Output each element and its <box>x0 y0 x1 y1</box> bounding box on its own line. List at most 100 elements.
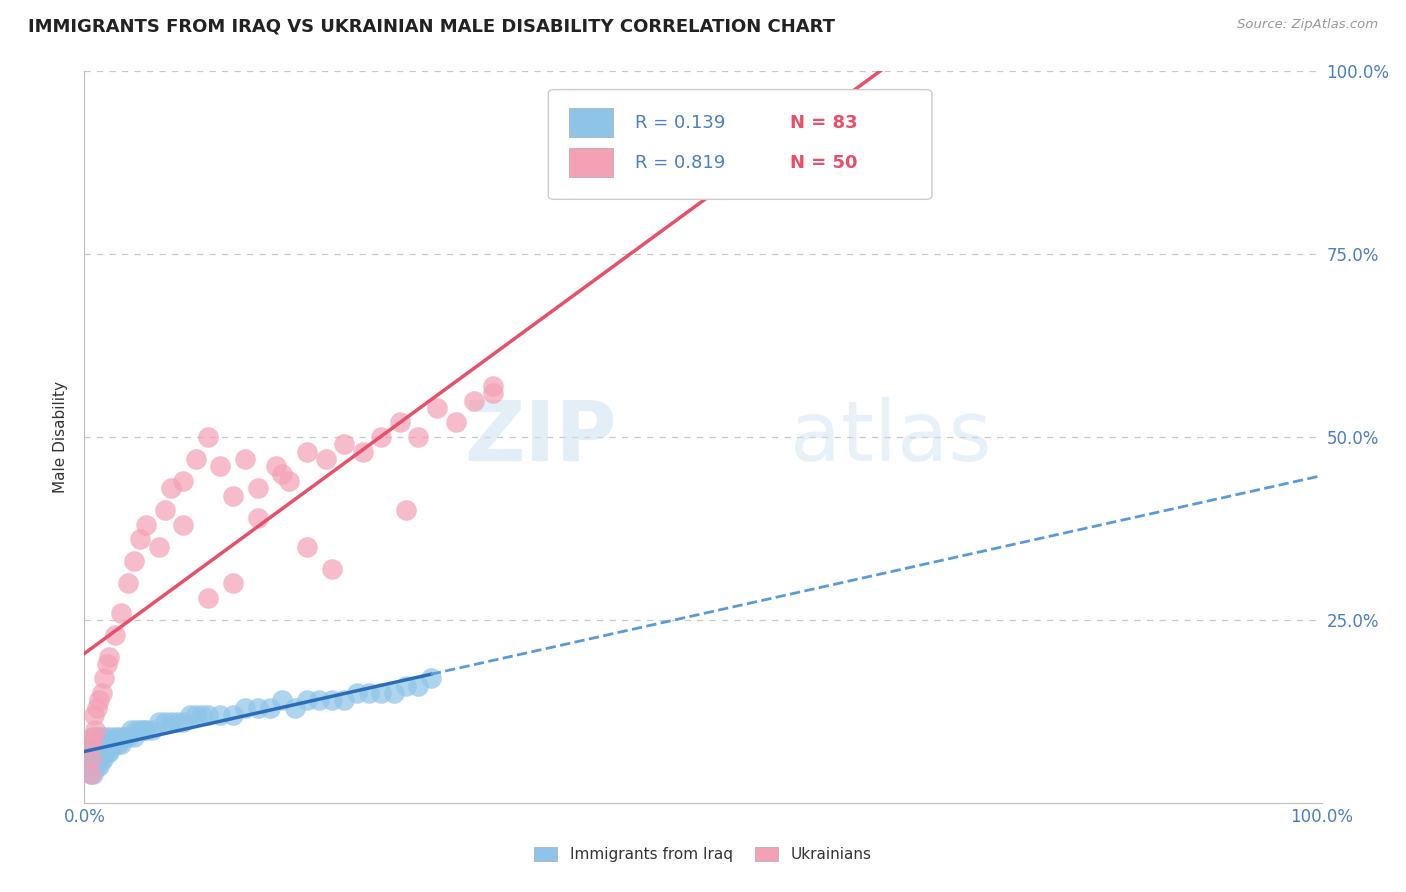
Point <box>321 562 343 576</box>
Point <box>98 745 121 759</box>
Point <box>100 737 122 751</box>
Point <box>259 700 281 714</box>
Text: R = 0.819: R = 0.819 <box>636 153 725 172</box>
Point <box>79 766 101 780</box>
Point <box>86 737 108 751</box>
Point <box>197 591 219 605</box>
Point <box>96 737 118 751</box>
Point <box>82 752 104 766</box>
Point <box>82 745 104 759</box>
Point <box>89 759 111 773</box>
Point <box>83 752 105 766</box>
Point <box>90 752 112 766</box>
Point <box>89 737 111 751</box>
Bar <box>569 148 613 178</box>
Point <box>79 745 101 759</box>
Point <box>160 481 183 495</box>
Point <box>79 745 101 759</box>
Point <box>93 745 115 759</box>
Point <box>79 766 101 780</box>
Point <box>284 700 307 714</box>
Y-axis label: Male Disability: Male Disability <box>53 381 69 493</box>
Point <box>79 759 101 773</box>
Point <box>83 708 105 723</box>
Point <box>148 540 170 554</box>
Point <box>94 745 117 759</box>
Point <box>172 517 194 532</box>
Point <box>82 745 104 759</box>
Point <box>295 540 318 554</box>
Point <box>209 459 232 474</box>
Point <box>233 452 256 467</box>
Point <box>426 401 449 415</box>
Point <box>135 517 157 532</box>
Point <box>125 723 148 737</box>
Point <box>89 730 111 744</box>
Point <box>419 672 441 686</box>
Point <box>346 686 368 700</box>
Point <box>160 715 183 730</box>
Point <box>444 416 467 430</box>
Text: Source: ZipAtlas.com: Source: ZipAtlas.com <box>1237 18 1378 31</box>
Point <box>117 730 139 744</box>
Point <box>98 649 121 664</box>
Point <box>91 752 114 766</box>
Point <box>166 715 188 730</box>
Point <box>148 715 170 730</box>
Point <box>308 693 330 707</box>
Point <box>333 693 356 707</box>
Point <box>86 745 108 759</box>
Text: atlas: atlas <box>790 397 991 477</box>
Point <box>370 430 392 444</box>
Point <box>117 576 139 591</box>
Point <box>184 708 207 723</box>
Point <box>82 766 104 780</box>
Point <box>82 737 104 751</box>
Point <box>108 730 131 744</box>
Point <box>352 444 374 458</box>
Point <box>197 430 219 444</box>
Point <box>91 737 114 751</box>
Bar <box>569 108 613 137</box>
Point <box>481 379 503 393</box>
Point <box>79 737 101 751</box>
Point <box>84 737 107 751</box>
Point <box>79 752 101 766</box>
Text: R = 0.139: R = 0.139 <box>636 113 725 131</box>
Point <box>89 745 111 759</box>
Text: N = 83: N = 83 <box>790 113 858 131</box>
Point <box>84 752 107 766</box>
Point <box>107 737 129 751</box>
Point <box>86 730 108 744</box>
Point <box>79 752 101 766</box>
Point <box>82 730 104 744</box>
Point <box>233 700 256 714</box>
Point <box>129 533 152 547</box>
Point <box>172 715 194 730</box>
Point <box>179 708 201 723</box>
Point <box>90 686 112 700</box>
Point <box>83 745 105 759</box>
Point <box>86 752 108 766</box>
Point <box>122 730 145 744</box>
Point <box>112 730 135 744</box>
Point <box>333 437 356 451</box>
Point <box>209 708 232 723</box>
Point <box>132 723 155 737</box>
Point <box>321 693 343 707</box>
Point <box>463 393 485 408</box>
Text: IMMIGRANTS FROM IRAQ VS UKRAINIAN MALE DISABILITY CORRELATION CHART: IMMIGRANTS FROM IRAQ VS UKRAINIAN MALE D… <box>28 18 835 36</box>
Point <box>122 554 145 568</box>
Point <box>246 481 269 495</box>
Point <box>103 737 125 751</box>
Point <box>114 730 136 744</box>
Point <box>172 474 194 488</box>
Text: N = 50: N = 50 <box>790 153 858 172</box>
Point <box>295 444 318 458</box>
Point <box>295 693 318 707</box>
Point <box>357 686 380 700</box>
Point <box>104 627 127 641</box>
Point <box>110 606 132 620</box>
Point <box>382 686 405 700</box>
Point <box>104 730 127 744</box>
